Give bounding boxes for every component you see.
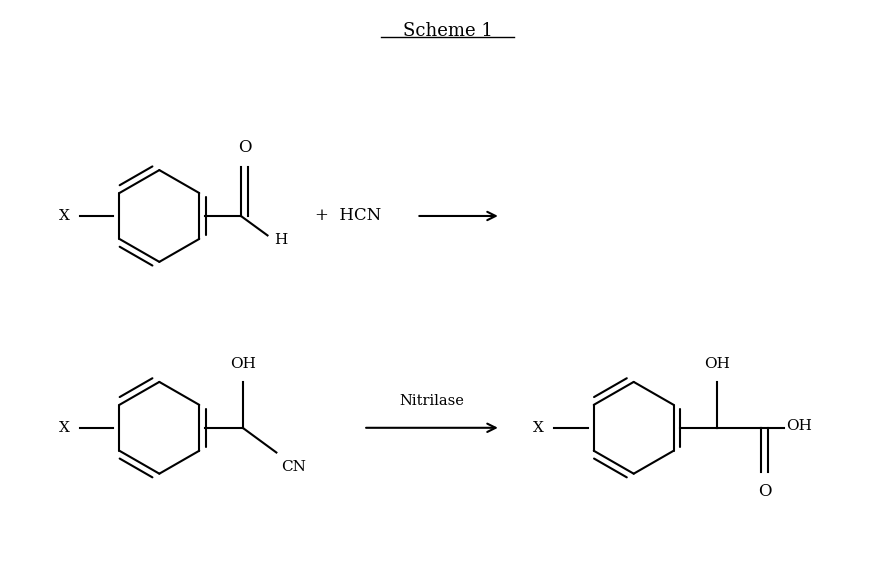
Text: CN: CN — [281, 460, 306, 474]
Text: O: O — [238, 139, 251, 156]
Text: Scheme 1: Scheme 1 — [402, 22, 492, 40]
Text: Nitrilase: Nitrilase — [399, 395, 463, 409]
Text: X: X — [59, 421, 70, 435]
Text: X: X — [533, 421, 544, 435]
Text: H: H — [274, 233, 287, 247]
Text: OH: OH — [230, 357, 256, 371]
Text: X: X — [59, 209, 70, 223]
Text: OH: OH — [785, 419, 811, 433]
Text: O: O — [757, 484, 771, 501]
Text: +  HCN: + HCN — [314, 207, 380, 225]
Text: OH: OH — [704, 357, 730, 371]
